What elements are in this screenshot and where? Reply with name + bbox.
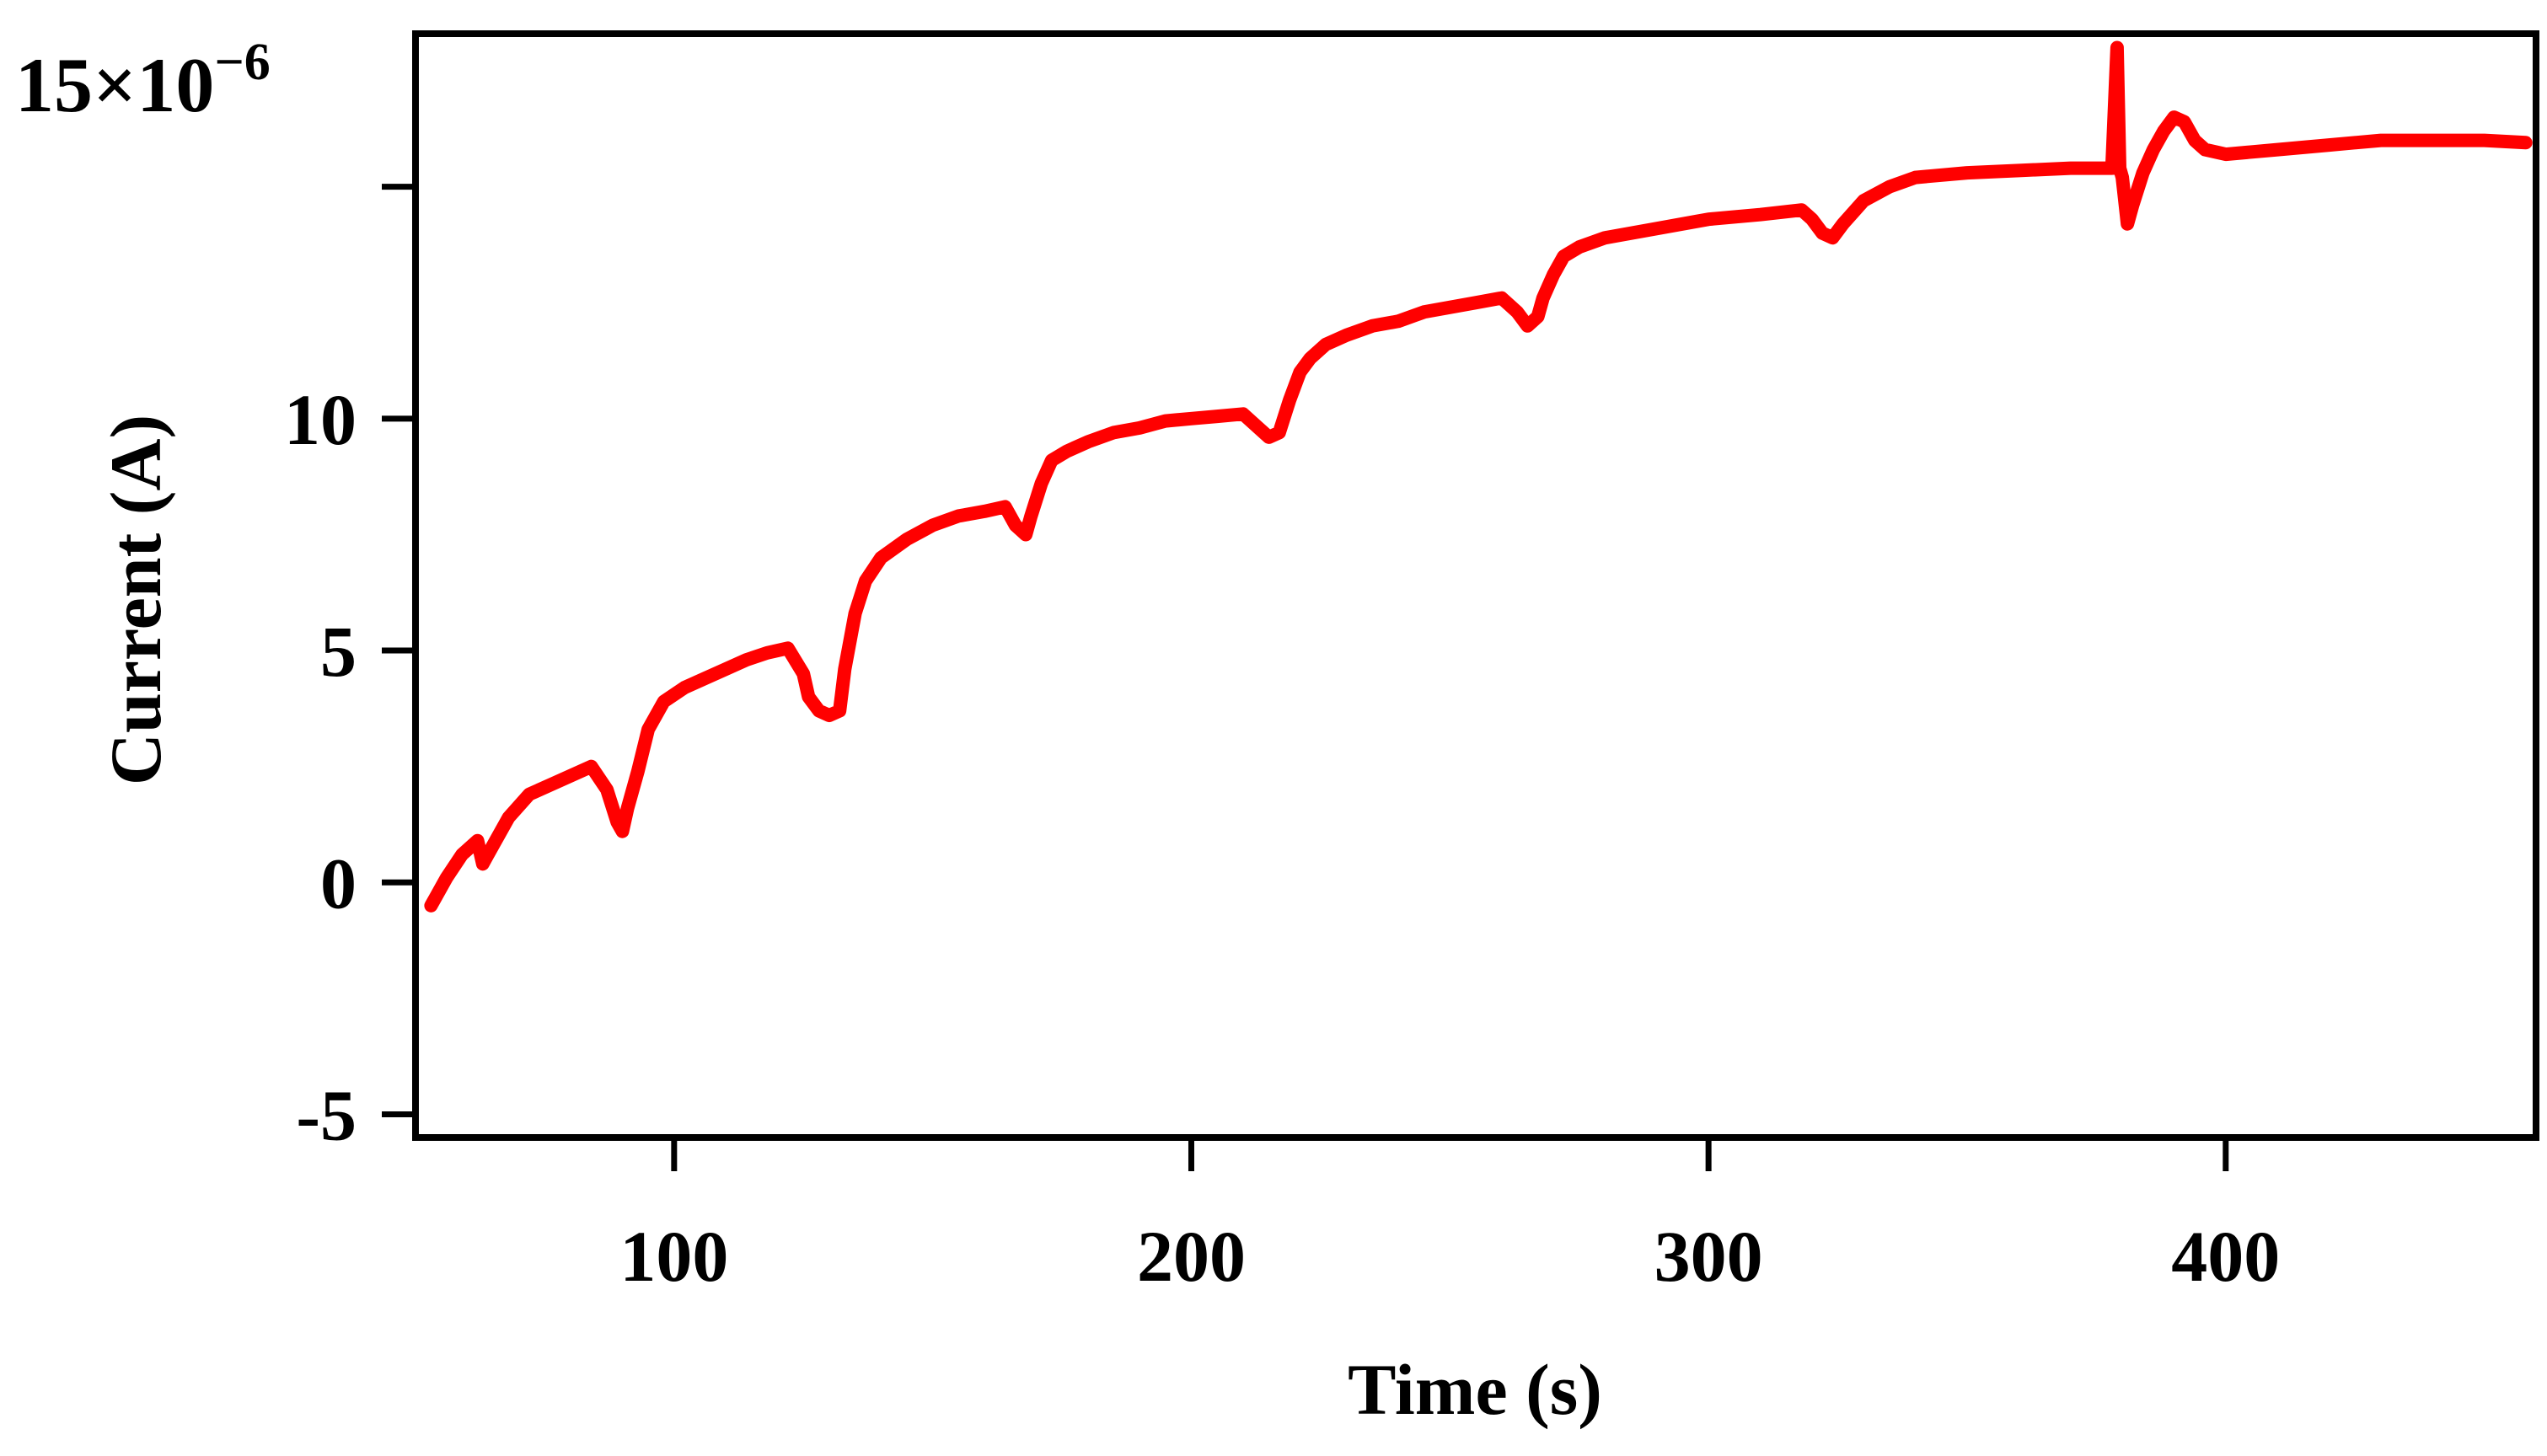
y-axis-ticks: -5 0 5 10 bbox=[284, 184, 416, 1155]
x-tick-label: 100 bbox=[619, 1216, 728, 1297]
plot-area bbox=[424, 40, 2533, 913]
y-tick-label: -5 bbox=[296, 1074, 357, 1155]
series-layer bbox=[424, 40, 2533, 913]
y-axis-label: Current (A) bbox=[95, 415, 176, 785]
x-axis-ticks: 100 200 300 400 bbox=[619, 1138, 2280, 1297]
x-tick-label: 300 bbox=[1654, 1216, 1763, 1297]
x-tick-label: 400 bbox=[2171, 1216, 2280, 1297]
y-tick-label: 5 bbox=[320, 611, 357, 692]
x-axis-label: Time (s) bbox=[1348, 1349, 1602, 1430]
y-multiplier-exponent: −6 bbox=[214, 34, 270, 91]
series-line-current bbox=[424, 40, 2533, 913]
plot-frame bbox=[412, 30, 2539, 1141]
y-multiplier-label: 15×10−6 bbox=[15, 34, 271, 128]
x-tick-label: 200 bbox=[1137, 1216, 1246, 1297]
y-tick-label: 10 bbox=[284, 379, 357, 460]
y-multiplier-base: 15×10 bbox=[15, 42, 214, 128]
y-tick-label: 0 bbox=[320, 843, 357, 923]
